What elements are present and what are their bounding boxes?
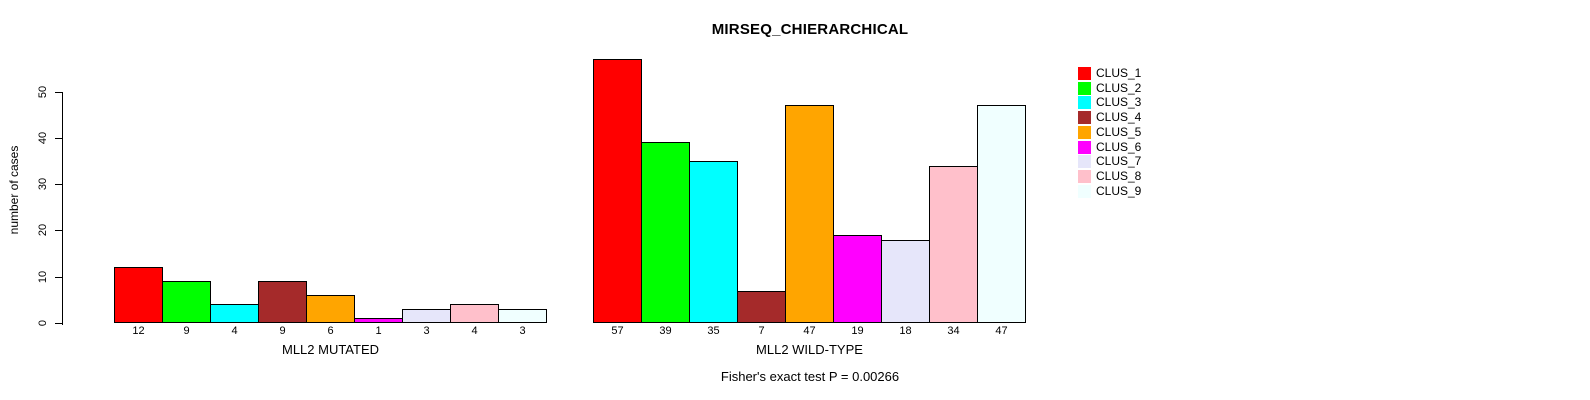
bar-value-label: 47 (995, 325, 1008, 337)
bar-CLUS_3-group1 (210, 304, 259, 323)
bar-CLUS_8-group2 (929, 166, 978, 323)
y-tick-label: 40 (37, 131, 49, 145)
y-axis (62, 92, 63, 325)
legend-label: CLUS_6 (1096, 139, 1142, 154)
y-tick (55, 92, 62, 93)
bar-CLUS_2-group1 (162, 281, 211, 323)
legend-swatch-CLUS_4 (1078, 110, 1091, 124)
legend-swatch-CLUS_6 (1078, 140, 1091, 154)
bar-value-label: 47 (803, 325, 816, 337)
legend-swatch-CLUS_1 (1078, 66, 1091, 80)
bar-CLUS_6-group1 (354, 318, 403, 323)
bar-CLUS_7-group1 (402, 309, 451, 323)
bar-CLUS_5-group2 (785, 105, 834, 323)
x-group-label: MLL2 MUTATED (281, 342, 380, 357)
legend-item-CLUS_5: CLUS_5 (1078, 125, 1141, 139)
y-tick (55, 323, 62, 324)
fisher-test-annotation: Fisher's exact test P = 0.00266 (720, 369, 900, 384)
legend-item-CLUS_8: CLUS_8 (1078, 169, 1141, 183)
bar-value-label: 18 (899, 325, 912, 337)
bar-CLUS_9-group1 (498, 309, 547, 323)
bar-CLUS_4-group2 (737, 291, 786, 323)
legend-item-CLUS_7: CLUS_7 (1078, 154, 1141, 168)
y-tick-label: 10 (37, 270, 49, 284)
bar-value-label: 4 (471, 325, 478, 337)
bar-value-label: 19 (851, 325, 864, 337)
y-tick (55, 277, 62, 278)
bar-value-label: 57 (611, 325, 624, 337)
legend-label: CLUS_4 (1096, 109, 1142, 124)
bar-value-label: 9 (183, 325, 190, 337)
y-tick (55, 184, 62, 185)
legend-item-CLUS_1: CLUS_1 (1078, 66, 1141, 80)
bar-value-label: 3 (519, 325, 526, 337)
bar-value-label: 12 (132, 325, 145, 337)
bar-CLUS_7-group2 (881, 240, 930, 323)
legend-item-CLUS_3: CLUS_3 (1078, 95, 1141, 109)
bar-value-label: 1 (375, 325, 382, 337)
bar-CLUS_1-group1 (114, 267, 163, 323)
bar-CLUS_2-group2 (641, 142, 690, 323)
legend-item-CLUS_9: CLUS_9 (1078, 184, 1141, 198)
bar-CLUS_8-group1 (450, 304, 499, 323)
bar-CLUS_9-group2 (977, 105, 1026, 323)
bar-value-label: 35 (707, 325, 720, 337)
legend-swatch-CLUS_3 (1078, 95, 1091, 109)
y-axis-label: number of cases (7, 145, 21, 235)
y-tick (55, 230, 62, 231)
bar-value-label: 3 (423, 325, 430, 337)
bar-value-label: 34 (947, 325, 960, 337)
y-tick-label: 20 (37, 223, 49, 237)
legend-item-CLUS_6: CLUS_6 (1078, 140, 1141, 154)
legend-swatch-CLUS_2 (1078, 81, 1091, 95)
bar-value-label: 39 (659, 325, 672, 337)
bar-value-label: 9 (279, 325, 286, 337)
bar-CLUS_3-group2 (689, 161, 738, 323)
bar-CLUS_5-group1 (306, 295, 355, 323)
bar-CLUS_6-group2 (833, 235, 882, 323)
legend-item-CLUS_4: CLUS_4 (1078, 110, 1141, 124)
legend-label: CLUS_1 (1096, 65, 1142, 80)
bar-CLUS_1-group2 (593, 59, 642, 323)
legend-swatch-CLUS_5 (1078, 125, 1091, 139)
legend-label: CLUS_2 (1096, 80, 1142, 95)
legend-swatch-CLUS_7 (1078, 154, 1091, 168)
y-tick-label: 50 (37, 85, 49, 99)
legend-label: CLUS_7 (1096, 153, 1142, 168)
bar-CLUS_4-group1 (258, 281, 307, 323)
legend-label: CLUS_3 (1096, 94, 1142, 109)
y-tick (55, 138, 62, 139)
x-group-label: MLL2 WILD-TYPE (756, 342, 863, 357)
y-tick-label: 0 (37, 319, 49, 327)
bar-value-label: 6 (327, 325, 334, 337)
legend-swatch-CLUS_8 (1078, 169, 1091, 183)
legend-label: CLUS_5 (1096, 124, 1142, 139)
legend-label: CLUS_9 (1096, 183, 1142, 198)
legend-label: CLUS_8 (1096, 168, 1142, 183)
bar-value-label: 7 (758, 325, 765, 337)
legend-item-CLUS_2: CLUS_2 (1078, 81, 1141, 95)
legend-swatch-CLUS_9 (1078, 184, 1091, 198)
bar-value-label: 4 (231, 325, 238, 337)
y-tick-label: 30 (37, 177, 49, 191)
chart-title: MIRSEQ_CHIERARCHICAL (711, 21, 909, 38)
